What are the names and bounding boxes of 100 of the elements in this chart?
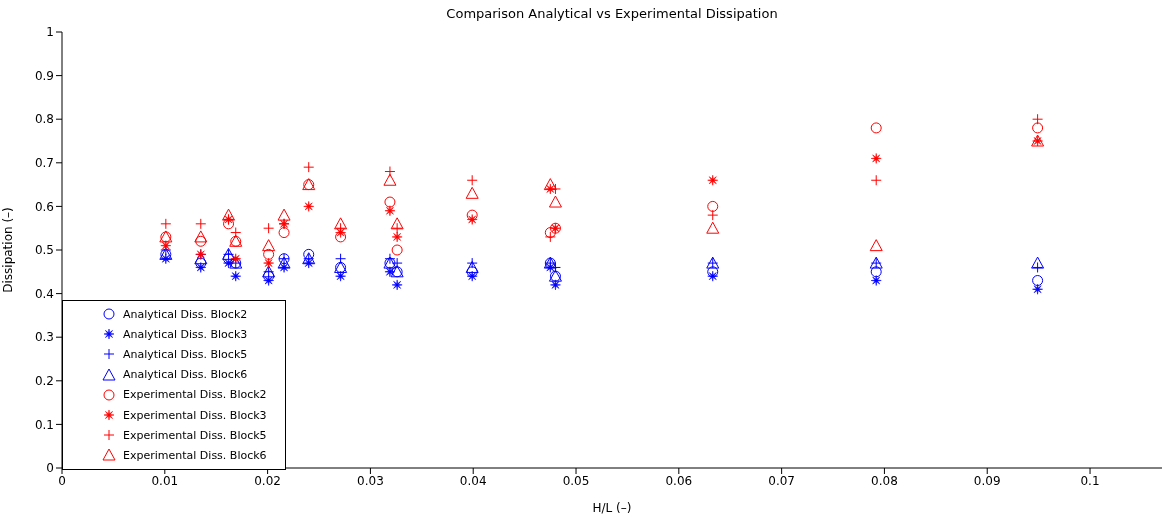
point <box>548 195 562 208</box>
point <box>869 239 883 252</box>
point <box>384 196 396 208</box>
x-tick-label: 0.08 <box>871 473 898 488</box>
point <box>303 161 315 173</box>
point <box>195 257 207 269</box>
point <box>335 227 346 238</box>
legend-label: Analytical Diss. Block2 <box>123 307 248 321</box>
y-tick-label: 0.9 <box>34 68 54 83</box>
point <box>335 231 347 243</box>
point <box>466 214 478 225</box>
point <box>1031 256 1045 269</box>
y-tick-label: 0.4 <box>34 286 54 301</box>
point <box>195 218 207 230</box>
point <box>1032 122 1044 134</box>
point <box>277 208 291 221</box>
point <box>870 174 882 186</box>
point <box>391 279 403 291</box>
legend-label: Experimental Diss. Block5 <box>123 428 267 442</box>
point <box>707 209 719 221</box>
x-tick-label: 0.1 <box>1080 473 1100 488</box>
point <box>544 227 556 239</box>
point <box>222 208 236 221</box>
point <box>263 270 275 282</box>
legend-label: Analytical Diss. Block3 <box>123 327 248 341</box>
point <box>277 256 291 269</box>
point <box>550 279 561 291</box>
point <box>223 218 235 230</box>
x-tick-label: 0.06 <box>665 473 693 488</box>
y-tick-label: 0.3 <box>34 330 54 345</box>
point <box>1032 283 1043 295</box>
point <box>390 217 404 230</box>
point <box>195 262 207 273</box>
point <box>870 275 882 286</box>
point <box>466 266 478 278</box>
point <box>466 209 478 221</box>
point <box>707 266 719 278</box>
point <box>1032 113 1044 125</box>
point <box>707 270 719 282</box>
y-tick-label: 1 <box>46 25 54 40</box>
point <box>335 270 346 282</box>
point <box>870 122 882 134</box>
x-tick-label: 0.01 <box>151 473 179 488</box>
y-tick-label: 0.5 <box>34 243 54 258</box>
x-tick-label: 0 <box>58 473 66 488</box>
point <box>335 253 347 265</box>
point <box>383 173 397 186</box>
y-tick-label: 0.6 <box>34 199 54 214</box>
x-tick-label: 0.07 <box>768 473 795 488</box>
point <box>230 253 242 265</box>
point <box>263 222 275 234</box>
y-tick-label: 0 <box>46 461 54 476</box>
y-tick-label: 0.7 <box>34 156 54 171</box>
y-tick-label: 0.1 <box>34 417 54 432</box>
point <box>263 248 275 260</box>
point <box>262 239 276 252</box>
point <box>391 244 403 256</box>
legend-label: Analytical Diss. Block5 <box>123 347 248 361</box>
point <box>303 201 315 212</box>
point <box>466 270 478 282</box>
point <box>391 231 403 243</box>
point <box>707 174 719 186</box>
y-tick-label: 0.8 <box>34 112 54 127</box>
y-tick-label: 0.2 <box>34 374 54 389</box>
point <box>870 266 882 278</box>
point <box>263 275 274 286</box>
legend-label: Experimental Diss. Block6 <box>123 448 267 462</box>
legend-label: Analytical Diss. Block6 <box>123 368 248 382</box>
point <box>465 260 479 273</box>
point <box>160 240 172 251</box>
point <box>384 205 396 217</box>
point <box>278 227 290 239</box>
x-tick-label: 0.03 <box>357 473 384 488</box>
point <box>870 153 882 164</box>
point <box>466 174 478 186</box>
point <box>707 200 719 212</box>
point <box>384 166 396 178</box>
point <box>1032 275 1044 287</box>
point <box>303 248 315 260</box>
point <box>334 217 348 230</box>
x-tick-label: 0.05 <box>562 473 590 488</box>
legend-label: Experimental Diss. Block3 <box>123 408 267 422</box>
point <box>160 218 172 230</box>
point <box>230 270 242 282</box>
x-axis-title: H/L (–) <box>592 501 632 515</box>
chart-title: Comparison Analytical vs Experimental Dissipation <box>445 6 779 21</box>
point <box>706 221 720 234</box>
point <box>465 186 479 199</box>
point <box>194 230 208 243</box>
legend-label: Experimental Diss. Block2 <box>123 388 267 402</box>
point <box>195 235 207 247</box>
x-tick-label: 0.04 <box>459 473 487 488</box>
y-axis-title: Dissipation (–) <box>1 207 16 293</box>
point <box>543 178 557 191</box>
point <box>230 227 242 239</box>
point <box>544 231 556 243</box>
x-tick-label: 0.02 <box>254 473 281 488</box>
point <box>263 257 274 269</box>
point <box>466 257 478 269</box>
x-tick-label: 0.09 <box>973 473 1001 488</box>
